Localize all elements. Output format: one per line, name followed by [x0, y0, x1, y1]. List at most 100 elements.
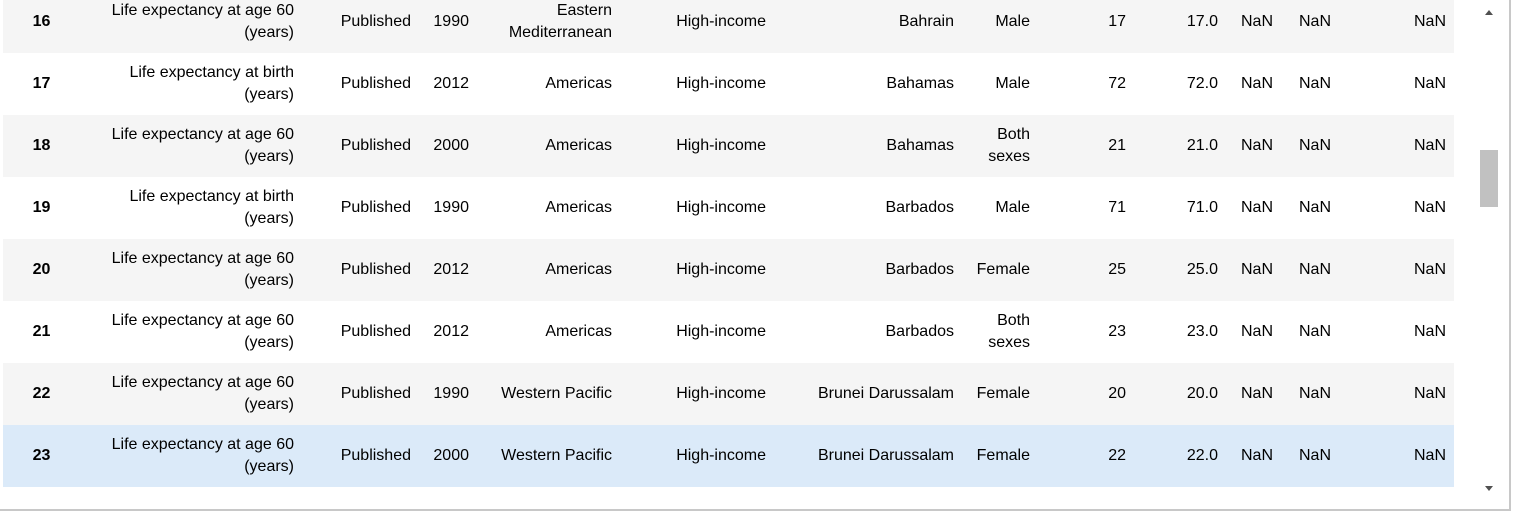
comments: NaN	[1339, 363, 1454, 425]
sex: Male	[995, 199, 1030, 216]
table-body: 16 Life expectancy at age 60 (years) Publi…	[3, 0, 1454, 487]
comments: NaN	[1413, 199, 1446, 216]
region: Eastern Mediterranean	[477, 0, 620, 53]
sex: Female	[962, 239, 1038, 301]
high: NaN	[1298, 199, 1331, 216]
status: Published	[340, 199, 411, 216]
status: Published	[340, 323, 411, 340]
indicator: Life expectancy at age 60 (years)	[80, 0, 302, 53]
high: NaN	[1281, 0, 1339, 53]
country: Barbados	[885, 323, 955, 340]
comments: NaN	[1339, 425, 1454, 487]
value: 17	[1038, 0, 1134, 53]
numeric-value: 17.0	[1134, 0, 1226, 53]
country: Bahrain	[774, 0, 962, 53]
year: 1990	[419, 363, 477, 425]
value: 25	[1038, 239, 1134, 301]
sex: Male	[995, 75, 1030, 92]
high: NaN	[1298, 75, 1331, 92]
region: Americas	[545, 75, 612, 92]
low: NaN	[1226, 0, 1281, 53]
indicator: Life expectancy at age 60 (years)	[80, 115, 302, 177]
sex: Both sexes	[988, 312, 1030, 351]
indicator: Life expectancy at age 60 (years)	[80, 425, 302, 487]
sex: Female	[962, 425, 1038, 487]
numeric-value: 23.0	[1186, 323, 1218, 340]
value: 72	[1108, 75, 1126, 92]
value: 21	[1038, 115, 1134, 177]
high: NaN	[1298, 323, 1331, 340]
year: 2000	[419, 425, 477, 487]
numeric-value: 20.0	[1134, 363, 1226, 425]
country: Brunei Darussalam	[774, 425, 962, 487]
country: Bahamas	[886, 75, 954, 92]
region: Western Pacific	[477, 425, 620, 487]
sex: Both sexes	[962, 115, 1038, 177]
low: NaN	[1226, 425, 1281, 487]
indicator: Life expectancy at birth (years)	[129, 64, 294, 103]
table-row: 17 Life expectancy at birth (years) Publis…	[3, 53, 1454, 115]
high: NaN	[1281, 425, 1339, 487]
table-row: 21 Life expectancy at age 60 (years) Publi…	[3, 301, 1454, 363]
sex: Male	[962, 0, 1038, 53]
comments: NaN	[1339, 239, 1454, 301]
low: NaN	[1226, 239, 1281, 301]
indicator: Life expectancy at birth (years)	[129, 188, 294, 227]
numeric-value: 22.0	[1134, 425, 1226, 487]
low: NaN	[1226, 363, 1281, 425]
income-group: High-income	[676, 75, 766, 92]
scrollbar[interactable]	[1476, 0, 1502, 500]
high: NaN	[1281, 363, 1339, 425]
table-view: 16 Life expectancy at age 60 (years) Publi…	[3, 0, 1454, 487]
year: 2012	[433, 323, 469, 340]
scroll-thumb[interactable]	[1480, 150, 1498, 207]
comments: NaN	[1413, 75, 1446, 92]
table-row: 23 Life expectancy at age 60 (years) Publi…	[3, 425, 1454, 487]
region: Americas	[545, 323, 612, 340]
row-index: 20	[3, 239, 80, 301]
low: NaN	[1240, 323, 1273, 340]
scroll-down[interactable]	[1485, 486, 1493, 491]
value: 20	[1038, 363, 1134, 425]
numeric-value: 25.0	[1134, 239, 1226, 301]
numeric-value: 21.0	[1134, 115, 1226, 177]
region: Americas	[545, 199, 612, 216]
high: NaN	[1281, 115, 1339, 177]
numeric-value: 72.0	[1186, 75, 1218, 92]
row-index: 19	[32, 199, 51, 216]
status: Published	[340, 75, 411, 92]
row-index: 17	[32, 75, 51, 92]
high: NaN	[1281, 239, 1339, 301]
scroll-up[interactable]	[1485, 10, 1493, 15]
comments: NaN	[1339, 0, 1454, 53]
scrollbar-arrows	[1485, 10, 1493, 491]
status: Published	[302, 425, 419, 487]
country: Brunei Darussalam	[774, 363, 962, 425]
status: Published	[302, 115, 419, 177]
value: 23	[1108, 323, 1126, 340]
value: 22	[1038, 425, 1134, 487]
status: Published	[302, 363, 419, 425]
status: Published	[302, 239, 419, 301]
income-group: High-income	[620, 363, 774, 425]
country: Barbados	[885, 199, 955, 216]
low: NaN	[1240, 75, 1273, 92]
row-index: 21	[32, 323, 51, 340]
region: Americas	[477, 115, 620, 177]
row-index: 22	[3, 363, 80, 425]
year: 2012	[433, 75, 469, 92]
country: Barbados	[774, 239, 962, 301]
region: Western Pacific	[477, 363, 620, 425]
low: NaN	[1226, 115, 1281, 177]
low: NaN	[1240, 199, 1273, 216]
income-group: High-income	[676, 199, 766, 216]
data-table: 16 Life expectancy at age 60 (years) Publi…	[3, 0, 1454, 487]
row-index: 23	[3, 425, 80, 487]
table-row: 20 Life expectancy at age 60 (years) Publi…	[3, 239, 1454, 301]
country: Bahamas	[774, 115, 962, 177]
status: Published	[302, 0, 419, 53]
year: 1990	[433, 199, 469, 216]
table-row: 19 Life expectancy at birth (years) Publis…	[3, 177, 1454, 239]
sex: Female	[962, 363, 1038, 425]
year: 2000	[419, 115, 477, 177]
